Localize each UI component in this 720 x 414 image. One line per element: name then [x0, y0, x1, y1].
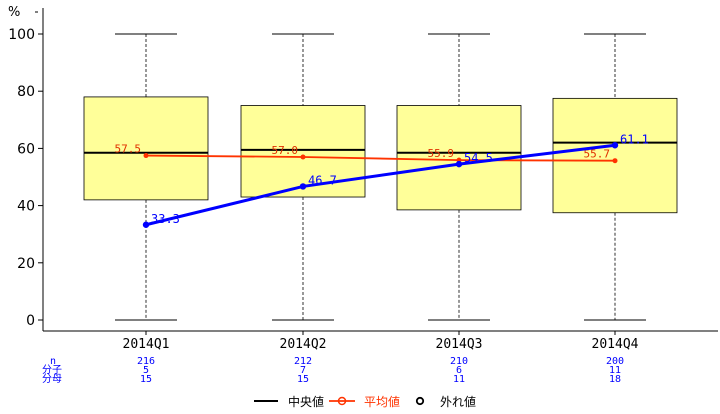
table-cell: 200 — [606, 356, 624, 367]
table-cell: 212 — [294, 356, 312, 367]
y-tick-label: 80 — [17, 84, 35, 100]
legend-mean-label: 平均値 — [364, 394, 400, 409]
table-row-label: 分母 — [42, 373, 62, 385]
x-tick-label: 2014Q4 — [592, 337, 639, 352]
y-tick-label: 40 — [17, 199, 35, 215]
table-cell: 15 — [297, 374, 309, 385]
table-cell: 5 — [143, 365, 149, 376]
indicator-point — [142, 221, 150, 228]
indicator-point — [299, 183, 307, 190]
mean-line — [145, 154, 616, 162]
table-cell: 210 — [450, 356, 468, 367]
table-row-label: 分子 — [42, 364, 62, 376]
mean-data-label: 55.9 — [428, 147, 455, 160]
indicator-data-label: 46.7 — [308, 173, 337, 187]
y-tick-label: 0 — [26, 313, 35, 329]
mean-point — [143, 153, 149, 159]
mean-data-label: 57.5 — [115, 143, 142, 156]
legend-outlier-label: 外れ値 — [440, 394, 476, 409]
table-cell: 216 — [137, 356, 155, 367]
mean-point — [612, 158, 618, 164]
y-tick-label: 60 — [17, 141, 35, 157]
mean-data-label: 57.0 — [272, 144, 299, 157]
indicator-data-label: 33.3 — [151, 212, 180, 226]
y-tick-label: 20 — [17, 256, 35, 272]
legend-median-label: 中央値 — [288, 394, 324, 409]
legend-outlier-marker — [415, 396, 425, 406]
table-cell: 6 — [456, 365, 462, 376]
indicator-point — [611, 142, 619, 149]
indicator-data-label: 54.5 — [464, 151, 493, 165]
indicator-data-label: 61.1 — [620, 132, 649, 146]
mean-data-label: 55.7 — [584, 148, 611, 161]
indicator-point — [455, 160, 463, 168]
table-cell: 7 — [300, 365, 306, 376]
box — [552, 97, 678, 214]
y-axis-label: % — [8, 5, 20, 20]
legend-mean-marker — [337, 396, 347, 406]
table-row-label: n — [50, 356, 56, 367]
box — [83, 96, 209, 201]
x-tick-label: 2014Q2 — [280, 337, 327, 352]
y-tick-label: 100 — [8, 27, 35, 43]
table-cell: 18 — [609, 374, 621, 385]
x-tick-label: 2014Q1 — [123, 337, 170, 352]
table-cell: 15 — [140, 374, 152, 385]
mean-point — [300, 154, 306, 160]
table-cell: 11 — [609, 365, 621, 376]
table-cell: 11 — [453, 374, 465, 385]
indicator-line — [145, 143, 616, 227]
x-tick-label: 2014Q3 — [436, 337, 483, 352]
